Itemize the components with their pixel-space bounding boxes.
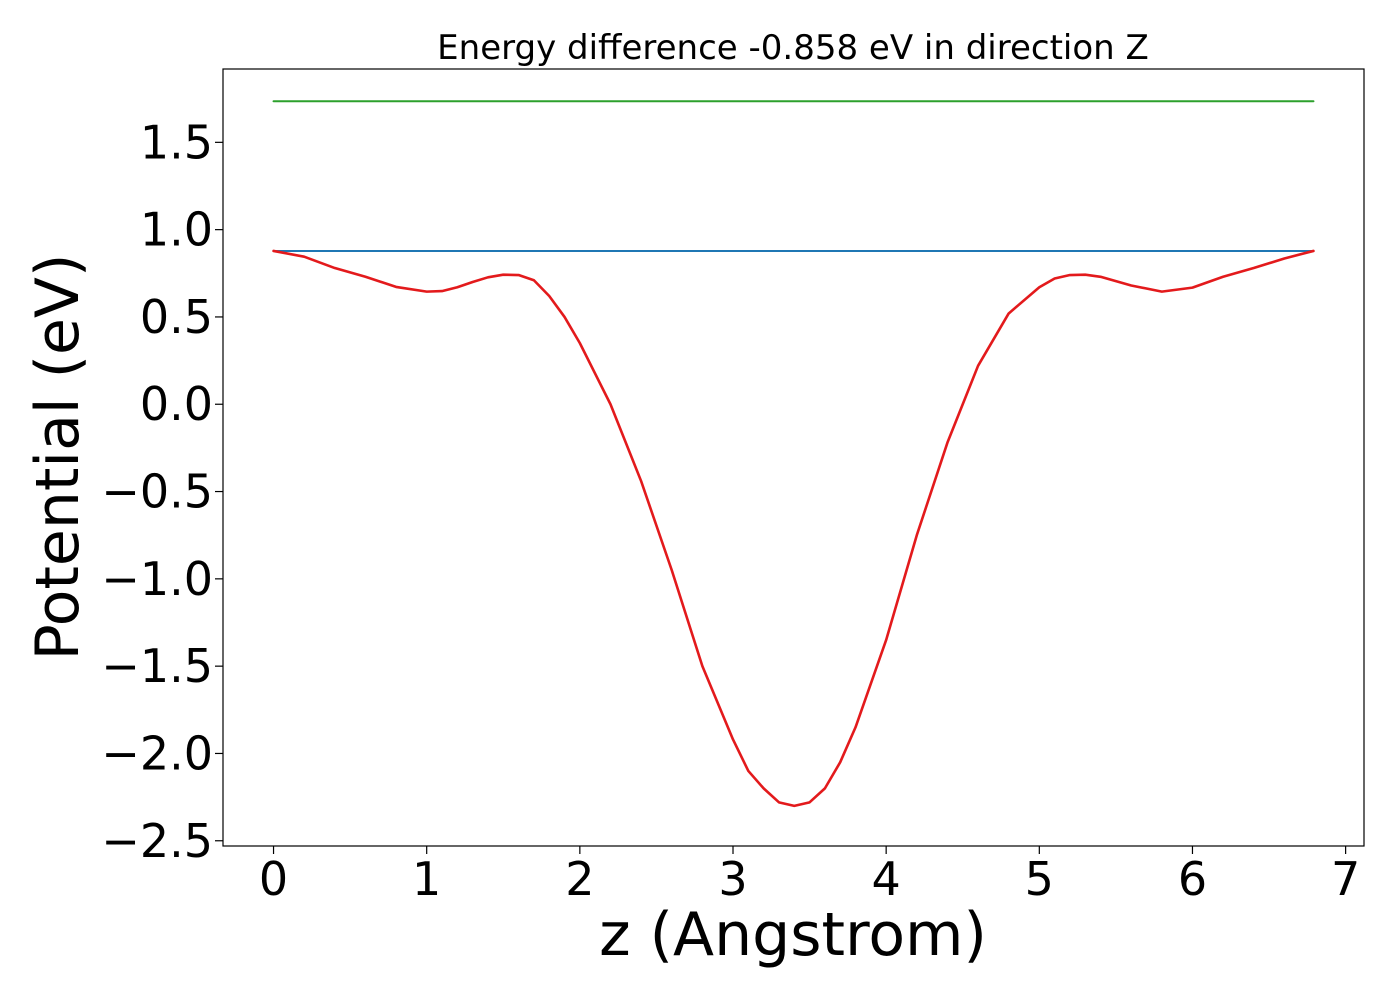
x-axis-label: z (Angstrom) — [599, 900, 987, 970]
x-tick-label: 3 — [718, 852, 747, 906]
x-tick-label: 4 — [872, 852, 901, 906]
x-tick-label: 7 — [1331, 852, 1360, 906]
chart-title: Energy difference -0.858 eV in direction… — [437, 28, 1149, 68]
y-tick-label: −2.0 — [101, 726, 213, 780]
y-axis: 1.5 1.0 0.5 0.0 −0.5 −1.0 −1.5 −2.0 −2.5 — [101, 115, 223, 868]
x-tick-label: 2 — [565, 852, 594, 906]
x-tick-label: 5 — [1025, 852, 1054, 906]
x-tick-label: 6 — [1178, 852, 1207, 906]
y-tick-label: −0.5 — [101, 465, 213, 519]
y-tick-label: −2.5 — [101, 814, 213, 868]
x-axis: 0 1 2 3 4 5 6 7 — [259, 846, 1360, 906]
series-layer — [272, 100, 1315, 808]
x-tick-label: 1 — [412, 852, 441, 906]
y-tick-label: 0.5 — [140, 290, 213, 344]
series-line-3 — [272, 249, 1315, 808]
y-tick-label: −1.0 — [101, 552, 213, 606]
y-tick-label: 0.0 — [140, 377, 213, 431]
plot-frame — [222, 68, 1365, 847]
x-tick-label: 0 — [259, 852, 288, 906]
y-axis-label: Potential (eV) — [23, 254, 93, 661]
y-tick-label: 1.0 — [140, 203, 213, 257]
y-tick-label: 1.5 — [140, 115, 213, 169]
y-tick-label: −1.5 — [101, 639, 213, 693]
